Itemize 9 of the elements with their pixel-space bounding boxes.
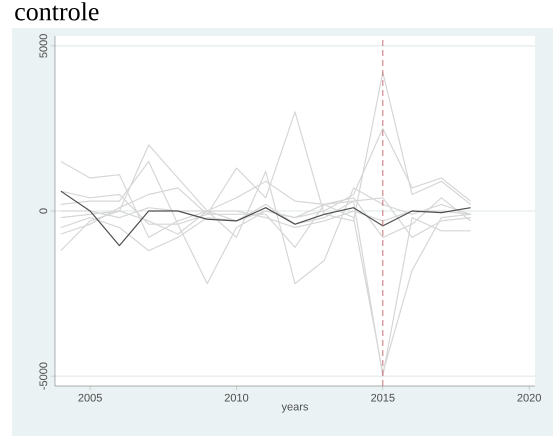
y-tick-label: 0 xyxy=(39,208,48,214)
x-tick-label: 2005 xyxy=(78,394,102,402)
x-tick-label: 2020 xyxy=(517,394,541,402)
x-tick-label: 2010 xyxy=(224,394,248,402)
y-tick-label: 5000 xyxy=(39,34,48,58)
y-tick-label: -5000 xyxy=(39,362,48,390)
x-axis-title: years xyxy=(282,404,308,413)
x-tick-label: 2015 xyxy=(371,394,395,402)
chart-title: controle xyxy=(15,2,98,20)
